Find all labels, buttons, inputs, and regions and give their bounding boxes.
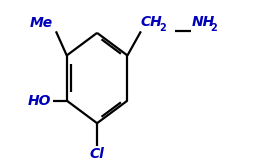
Text: CH: CH: [141, 15, 163, 29]
Text: 2: 2: [210, 23, 217, 33]
Text: Me: Me: [30, 16, 53, 30]
Text: Cl: Cl: [90, 147, 104, 161]
Text: HO: HO: [27, 94, 51, 108]
Text: 2: 2: [159, 23, 166, 33]
Text: NH: NH: [192, 15, 215, 29]
